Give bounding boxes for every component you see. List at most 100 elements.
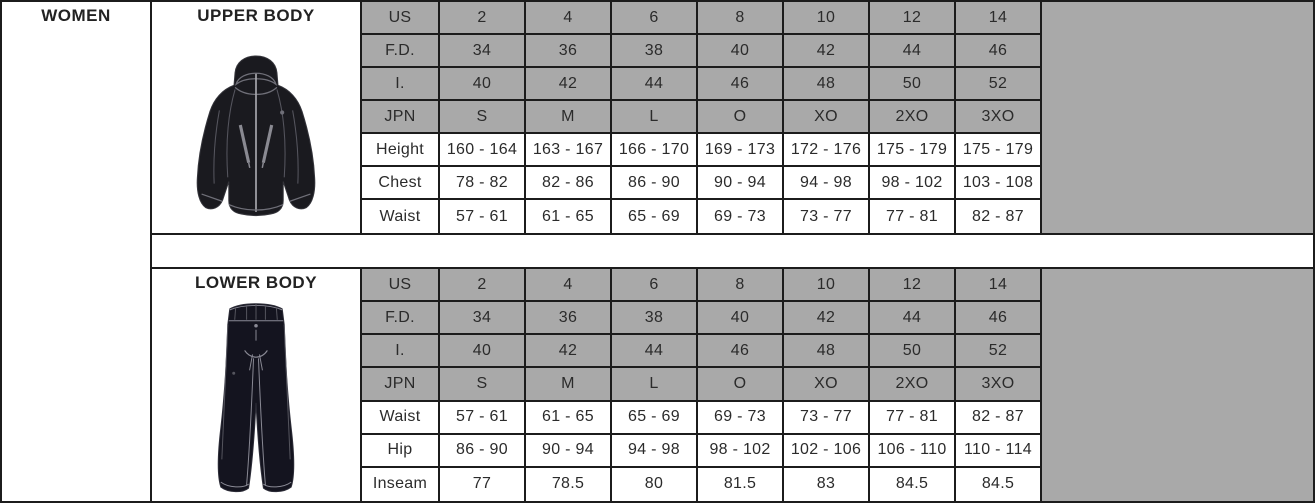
size-cell: 14	[956, 269, 1042, 303]
table-row: Waist 57 - 61 61 - 65 65 - 69 69 - 73 73 - 77…	[362, 401, 1042, 435]
size-cell: 42	[784, 35, 870, 68]
size-cell: 78.5	[526, 467, 612, 501]
size-cell: 84.5	[956, 467, 1042, 501]
row-label: F.D.	[362, 35, 440, 68]
size-cell: 90 - 94	[698, 167, 784, 200]
size-cell: 103 - 108	[956, 167, 1042, 200]
size-cell: 2	[440, 269, 526, 303]
size-cell: 77	[440, 467, 526, 501]
size-cell: 46	[698, 335, 784, 369]
size-cell: 44	[612, 68, 698, 101]
table-row: Chest 78 - 82 82 - 86 86 - 90 90 - 94 94 - 98…	[362, 167, 1042, 200]
row-label: Waist	[362, 401, 440, 435]
size-cell: 40	[698, 35, 784, 68]
size-cell: 73 - 77	[784, 200, 870, 233]
upper-body-title: UPPER BODY	[197, 6, 315, 25]
size-cell: 46	[956, 302, 1042, 336]
size-cell: 4	[526, 269, 612, 303]
size-cell: 81.5	[698, 467, 784, 501]
size-cell: 52	[956, 335, 1042, 369]
row-label: JPN	[362, 368, 440, 402]
row-label: Chest	[362, 167, 440, 200]
size-cell: 48	[784, 68, 870, 101]
row-label: US	[362, 269, 440, 303]
size-cell: 4	[526, 2, 612, 35]
row-label: I.	[362, 68, 440, 101]
size-cell: 12	[870, 269, 956, 303]
upper-body-section: UPPER BODY	[152, 2, 1313, 235]
row-label: F.D.	[362, 302, 440, 336]
size-cell: 77 - 81	[870, 200, 956, 233]
women-column: WOMEN	[2, 2, 152, 501]
size-cell: 12	[870, 2, 956, 35]
size-cell: 52	[956, 68, 1042, 101]
size-cell: 6	[612, 2, 698, 35]
size-cell: 40	[440, 68, 526, 101]
size-cell: S	[440, 101, 526, 134]
table-row: Waist 57 - 61 61 - 65 65 - 69 69 - 73 73 - 77…	[362, 200, 1042, 233]
size-cell: 3XO	[956, 368, 1042, 402]
size-cell: 40	[440, 335, 526, 369]
size-cell: 46	[956, 35, 1042, 68]
lower-body-section: LOWER BODY	[152, 267, 1313, 501]
size-cell: XO	[784, 101, 870, 134]
size-cell: 50	[870, 335, 956, 369]
women-label: WOMEN	[41, 6, 111, 25]
gray-filler-lower	[1042, 269, 1313, 501]
size-cell: 36	[526, 35, 612, 68]
size-cell: 83	[784, 467, 870, 501]
size-cell: 175 - 179	[956, 134, 1042, 167]
size-cell: 94 - 98	[612, 434, 698, 468]
table-row: JPN S M L O XO 2XO 3XO	[362, 101, 1042, 134]
size-cell: 10	[784, 2, 870, 35]
table-row: US 2 4 6 8 10 12 14	[362, 269, 1042, 303]
size-cell: 42	[526, 68, 612, 101]
row-label: Height	[362, 134, 440, 167]
size-cell: 98 - 102	[870, 167, 956, 200]
table-row: F.D. 34 36 38 40 42 44 46	[362, 35, 1042, 68]
table-row: I. 40 42 44 46 48 50 52	[362, 68, 1042, 101]
size-cell: S	[440, 368, 526, 402]
gray-filler-upper	[1042, 2, 1313, 233]
size-cell: 3XO	[956, 101, 1042, 134]
upper-body-image-column: UPPER BODY	[152, 2, 362, 233]
size-cell: 8	[698, 2, 784, 35]
size-cell: 8	[698, 269, 784, 303]
size-cell: 61 - 65	[526, 401, 612, 435]
size-cell: 34	[440, 35, 526, 68]
size-cell: 102 - 106	[784, 434, 870, 468]
size-cell: 84.5	[870, 467, 956, 501]
size-cell: 46	[698, 68, 784, 101]
size-cell: 34	[440, 302, 526, 336]
size-cell: 110 - 114	[956, 434, 1042, 468]
size-cell: 82 - 86	[526, 167, 612, 200]
size-cell: 61 - 65	[526, 200, 612, 233]
size-cell: 38	[612, 35, 698, 68]
row-label: JPN	[362, 101, 440, 134]
size-cell: 2	[440, 2, 526, 35]
size-grid: US 2 4 6 8 10 12 14 F.D. 34 36 38 40 42 44 46 I. 40 42 44 46…	[362, 269, 1042, 501]
size-cell: O	[698, 368, 784, 402]
size-cell: L	[612, 368, 698, 402]
row-label: I.	[362, 335, 440, 369]
size-cell: 82 - 87	[956, 401, 1042, 435]
size-cell: 44	[870, 302, 956, 336]
size-cell: 86 - 90	[612, 167, 698, 200]
size-cell: 98 - 102	[698, 434, 784, 468]
size-cell: 6	[612, 269, 698, 303]
size-grid: US 2 4 6 8 10 12 14 F.D. 34 36 38 40 42 44 46 I. 40 42 44 46…	[362, 2, 1042, 233]
size-cell: 44	[870, 35, 956, 68]
size-cell: 65 - 69	[612, 401, 698, 435]
size-cell: 86 - 90	[440, 434, 526, 468]
size-cell: 80	[612, 467, 698, 501]
size-cell: M	[526, 368, 612, 402]
size-cell: 69 - 73	[698, 200, 784, 233]
size-cell: 175 - 179	[870, 134, 956, 167]
table-row: F.D. 34 36 38 40 42 44 46	[362, 302, 1042, 336]
size-cell: 14	[956, 2, 1042, 35]
size-cell: XO	[784, 368, 870, 402]
size-cell: 169 - 173	[698, 134, 784, 167]
table-row: US 2 4 6 8 10 12 14	[362, 2, 1042, 35]
size-cell: 2XO	[870, 368, 956, 402]
